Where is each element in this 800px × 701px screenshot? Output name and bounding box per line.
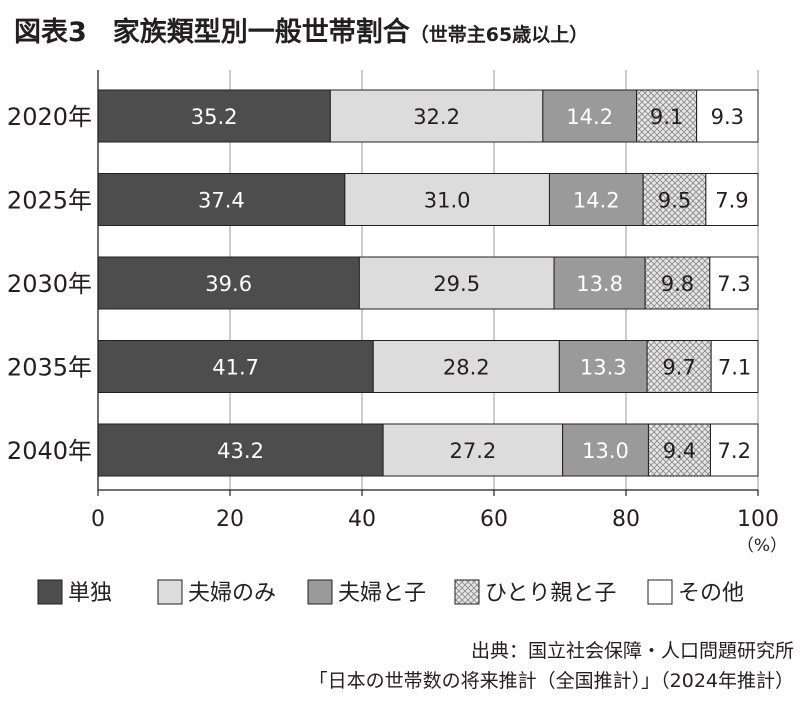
title-sub: （世帯主65歳以上） [409,24,589,46]
figure-number: 図表3 [14,17,87,48]
data-label-4-4: 7.2 [718,439,751,463]
data-label-3-0: 9.1 [650,105,683,129]
x-tick-label-20: 20 [216,507,244,532]
data-label-2-2: 13.8 [576,272,623,296]
data-label-4-1: 7.9 [715,189,748,213]
bar-1-1 [344,173,550,226]
bar-4-2 [709,256,759,310]
data-label-0-1: 37.4 [198,189,245,213]
x-axis-unit: （%） [737,536,787,556]
bar-1-2 [358,256,555,310]
bar-0-3 [97,340,374,393]
data-label-3-1: 9.5 [658,189,691,213]
bars: 35.2 32.2 14.2 9.1 9.3 37.4 31.0 14.2 9.5 7.9 39.6… [97,89,759,477]
data-label-2-0: 14.2 [566,105,613,129]
source-line-1: 出典：国立社会保障・人口問題研究所 [470,640,794,662]
data-label-2-3: 13.3 [580,356,627,380]
data-label-2-1: 14.2 [573,189,620,213]
bar-2-0 [542,89,638,143]
axes: 2020年 2025年 2030年 2035年 2040年 0 20 40 60 80 100 （%） [7,70,787,556]
bar-2-3 [558,340,648,393]
category-label-0: 2020年 [7,103,92,131]
data-label-4-0: 9.3 [711,105,744,129]
legend-swatch-0 [37,579,63,605]
data-label-3-3: 9.7 [662,356,695,380]
legend-swatch-2 [307,579,333,605]
source-line-2: 「日本の世帯数の将来推計（全国推計）」（2024年推計） [308,670,794,692]
legend-swatch-1 [157,579,183,605]
bar-3-0 [636,89,698,143]
category-label-1: 2025年 [7,187,92,215]
legend: 単独 夫婦のみ 夫婦と子 ひとり親と子 その他 [37,579,744,606]
stacked-bar-chart: 35.2 32.2 14.2 9.1 9.3 37.4 31.0 14.2 9.5 7.9 39.6… [7,70,787,606]
bar-1-4 [382,423,564,477]
bar-3-1 [642,173,707,226]
data-label-0-0: 35.2 [191,105,238,129]
x-tick-label-60: 60 [480,507,508,532]
bar-1-3 [372,340,560,393]
x-tick-label-100: 100 [737,507,779,532]
category-label-3: 2035年 [7,354,92,382]
chart-title: 図表3 家族類型別一般世帯割合（世帯主65歳以上） [14,10,588,49]
bar-0-2 [97,256,360,310]
x-tick-label-80: 80 [612,507,640,532]
data-label-0-4: 43.2 [217,439,264,463]
bar-2-4 [562,423,649,477]
x-tick-label-40: 40 [348,507,376,532]
bar-0-0 [97,89,331,143]
category-label-2: 2030年 [7,270,92,298]
data-label-0-3: 41.7 [212,356,259,380]
legend-label-4: その他 [678,581,744,606]
data-label-0-2: 39.6 [205,272,252,296]
source-note: 出典：国立社会保障・人口問題研究所 「日本の世帯数の将来推計（全国推計）」（20… [309,636,794,696]
data-label-2-4: 13.0 [582,439,629,463]
legend-swatch-4 [647,579,673,605]
bar-1-0 [329,89,544,143]
bar-3-4 [647,423,711,477]
bar-4-3 [710,340,759,393]
data-label-1-0: 32.2 [413,105,460,129]
legend-label-0: 単独 [68,581,112,606]
legend-label-3: ひとり親と子 [485,581,616,606]
x-tick-label-0: 0 [91,507,105,532]
data-label-4-3: 7.1 [718,356,751,380]
legend-swatch-3 [454,579,480,605]
bar-0-4 [97,423,384,477]
bar-4-1 [705,173,759,226]
data-label-3-2: 9.8 [661,272,694,296]
data-label-3-4: 9.4 [663,439,696,463]
bar-4-4 [709,423,759,477]
bar-4-0 [696,89,759,143]
data-label-1-2: 29.5 [433,272,480,296]
bar-2-1 [548,173,644,226]
category-label-4: 2040年 [7,437,92,465]
data-label-1-3: 28.2 [443,356,490,380]
legend-label-2: 夫婦と子 [338,581,426,606]
legend-label-1: 夫婦のみ [188,581,276,606]
data-label-1-1: 31.0 [424,189,471,213]
title-main: 家族類型別一般世帯割合 [112,17,410,48]
data-label-4-2: 7.3 [717,272,750,296]
bar-3-3 [646,340,712,393]
data-label-1-4: 27.2 [449,439,496,463]
